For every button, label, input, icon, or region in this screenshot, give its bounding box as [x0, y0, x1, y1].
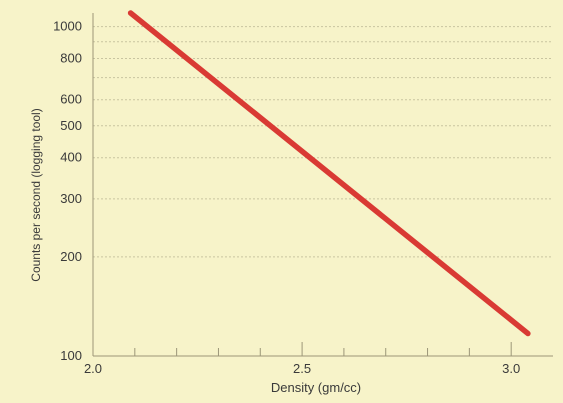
- y-tick-label-1000: 1000: [53, 19, 82, 34]
- x-tick-label-2.5: 2.5: [293, 361, 311, 376]
- tick-labels: 2.0 2.5 3.0 100 200 300 400 500 600 800 1000: [53, 19, 520, 376]
- y-tick-label-200: 200: [60, 249, 82, 264]
- y-tick-label-600: 600: [60, 92, 82, 107]
- x-tick-label-3: 3.0: [502, 361, 520, 376]
- y-tick-label-500: 500: [60, 118, 82, 133]
- x-axis-label: Density (gm/cc): [271, 380, 361, 395]
- series-line-0: [127, 10, 531, 337]
- y-axis-label: Counts per second (logging tool): [29, 108, 43, 281]
- y-tick-label-800: 800: [60, 51, 82, 66]
- gridlines: [93, 26, 553, 258]
- series: [127, 10, 531, 337]
- y-tick-label-400: 400: [60, 150, 82, 165]
- axes: [92, 13, 553, 357]
- y-tick-label-100: 100: [60, 348, 82, 363]
- y-tick-label-300: 300: [60, 191, 82, 206]
- x-tick-label-2: 2.0: [84, 361, 102, 376]
